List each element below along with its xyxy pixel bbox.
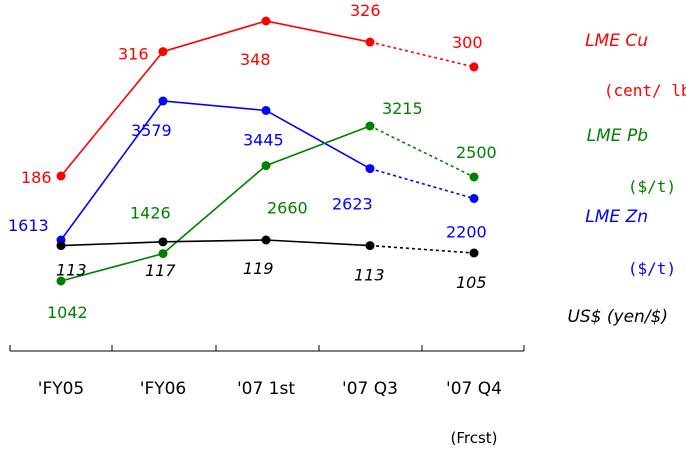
data-point-zn (261, 105, 271, 115)
data-label-usd: 113 (56, 261, 87, 280)
data-point-pb (365, 121, 375, 131)
data-point-cu (365, 37, 375, 47)
data-label-cu: 186 (21, 168, 52, 187)
data-point-usd (261, 235, 271, 245)
data-label-cu: 348 (240, 50, 271, 69)
data-label-cu: 326 (350, 1, 381, 20)
series-forecast-line-usd (369, 244, 475, 254)
data-label-zn: 3579 (131, 121, 172, 140)
x-tick-label: 'FY06 (140, 379, 186, 399)
data-point-zn (469, 193, 479, 203)
data-point-usd (158, 237, 168, 247)
forecast-note: (Frcst) (450, 429, 497, 447)
data-label-cu: 316 (118, 45, 149, 64)
legend-name-cu: LME Cu (585, 31, 648, 51)
x-tick-label: '07 Q4 (446, 379, 502, 399)
x-tick-label: '07 1st (237, 379, 295, 399)
data-label-pb: 1042 (47, 303, 88, 322)
legend-unit-cu: (cent/ lb) (604, 81, 686, 100)
data-point-pb (469, 172, 479, 182)
data-point-cu (469, 62, 479, 72)
data-point-pb (158, 249, 168, 259)
series-line-cu (60, 20, 371, 177)
data-point-usd (56, 241, 66, 251)
legend-name-zn: LME Zn (585, 207, 648, 227)
legend: LME Cu (cent/ lb) LME Zn ($/t) LME Pb ($/t) US… (567, 31, 686, 327)
data-label-zn: 1613 (8, 216, 49, 235)
series-line-usd (60, 239, 371, 247)
data-label-zn: 3445 (243, 130, 284, 149)
x-tick-label: '07 Q3 (342, 379, 398, 399)
legend-name-usd: US$ (yen/$) (567, 307, 668, 327)
series-line-zn (60, 100, 371, 241)
series-forecast-line-zn (369, 167, 475, 200)
data-point-zn (365, 164, 375, 174)
data-label-usd: 119 (243, 259, 274, 278)
series-lines (60, 20, 475, 282)
data-label-pb: 2660 (267, 199, 308, 218)
data-point-usd (365, 241, 375, 251)
data-label-usd: 105 (456, 273, 487, 292)
data-point-pb (56, 276, 66, 286)
data-label-cu: 300 (452, 33, 483, 52)
legend-unit-pb: ($/t) (628, 177, 676, 196)
data-point-cu (261, 16, 271, 26)
x-tick-label: 'FY05 (38, 379, 84, 399)
data-point-pb (261, 161, 271, 171)
data-labels: 186 316 348 326 300 1613 3579 3445 2623 2200 1042 1… (8, 1, 497, 322)
data-label-usd: 113 (354, 266, 385, 285)
data-label-zn: 2200 (446, 222, 487, 241)
data-label-pb: 2500 (456, 143, 497, 162)
legend-unit-zn: ($/t) (628, 259, 676, 278)
x-axis: 'FY05 'FY06 '07 1st '07 Q3 '07 Q4 (Frcst) (9, 345, 525, 447)
data-point-cu (56, 171, 66, 181)
series-points (56, 16, 479, 286)
data-label-pb: 1426 (130, 204, 171, 223)
legend-name-pb: LME Pb (587, 126, 648, 146)
data-label-pb: 3215 (382, 99, 423, 118)
data-point-cu (158, 47, 168, 57)
series-line-pb (60, 125, 371, 282)
series-forecast-line-pb (369, 125, 475, 178)
data-label-zn: 2623 (332, 195, 373, 214)
data-label-usd: 117 (145, 261, 176, 280)
data-point-usd (469, 248, 479, 258)
data-point-zn (158, 96, 168, 106)
